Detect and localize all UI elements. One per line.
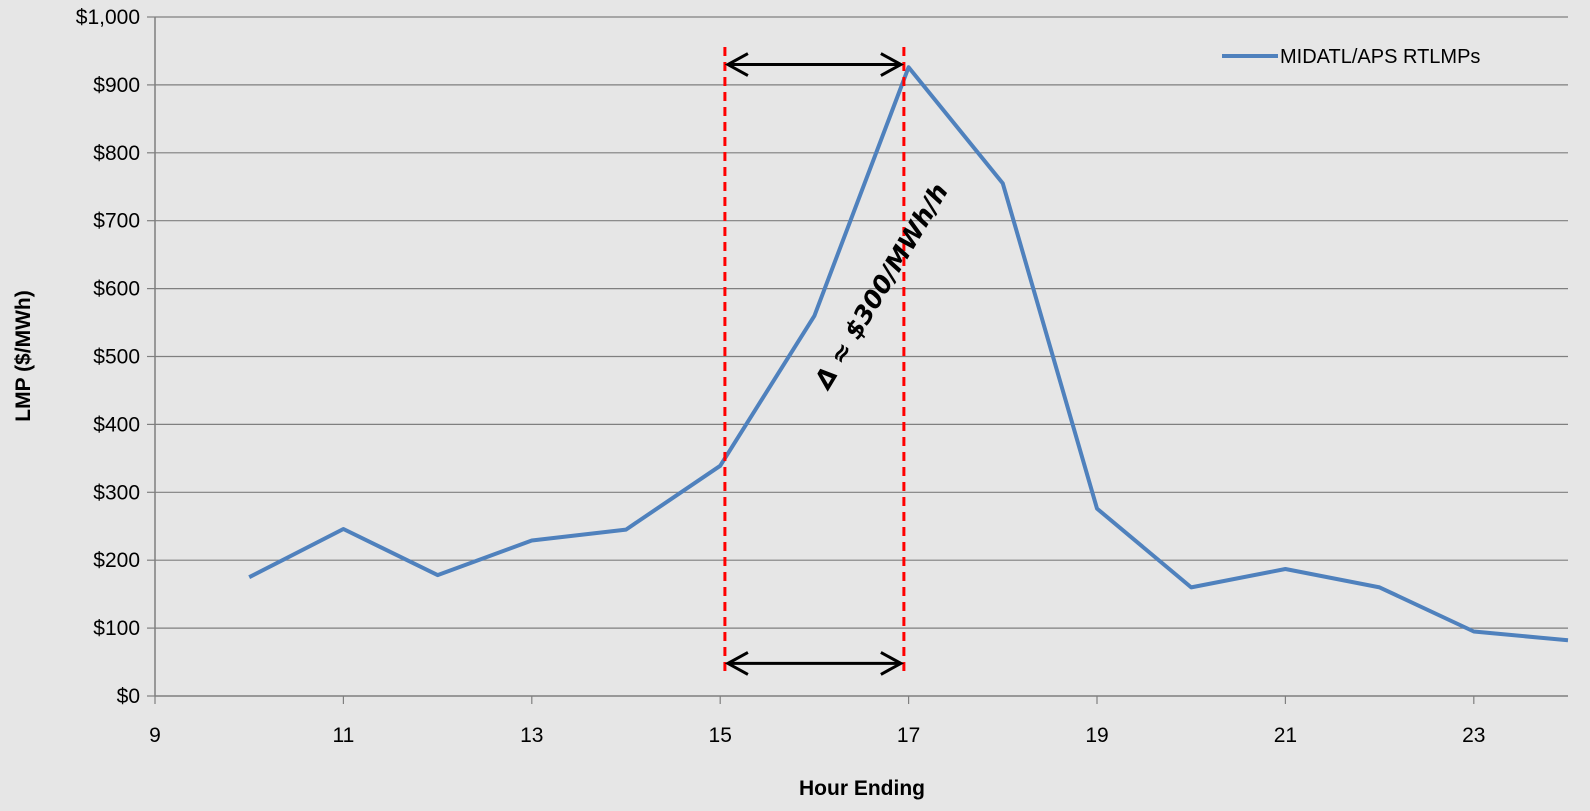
gridlines [155, 16, 1568, 629]
arrow-head-left [724, 651, 749, 676]
y-tick-label: $400 [93, 413, 140, 436]
y-tick-label: $1,000 [76, 6, 140, 29]
arrow-head-right [880, 651, 905, 676]
x-tick-label: 15 [709, 724, 732, 747]
x-tick-label: 23 [1462, 724, 1485, 747]
series-line [248, 65, 1569, 643]
series-lines [248, 65, 1569, 643]
x-axis-tick-labels: 9 11 13 15 17 19 21 23 [149, 724, 1485, 747]
x-tick-label: 13 [520, 724, 543, 747]
x-tick-label: 17 [897, 724, 920, 747]
y-tick-label: $900 [93, 74, 140, 97]
legend-label: MIDATL/APS RTLMPs [1280, 46, 1480, 68]
x-axis-title: Hour Ending [799, 777, 925, 800]
y-tick-label: $0 [117, 685, 140, 708]
x-tick-label: 21 [1274, 724, 1297, 747]
arrow-head-left [724, 52, 749, 77]
y-tick-label: $700 [93, 210, 140, 233]
slope-annotation: Δ ≈ $300/MWh/h [808, 178, 954, 395]
legend: MIDATL/APS RTLMPs [1222, 46, 1480, 68]
axes [147, 16, 1568, 704]
y-tick-label: $200 [93, 549, 140, 572]
arrow-head-right [880, 52, 905, 77]
y-tick-label: $500 [93, 346, 140, 369]
y-tick-label: $600 [93, 278, 140, 301]
annotations: Δ ≈ $300/MWh/h [723, 47, 954, 676]
x-tick-label: 9 [149, 724, 161, 747]
y-axis-tick-labels: $0 $100 $200 $300 $400 $500 $600 $700 $800 $900 $1… [76, 6, 140, 708]
y-tick-label: $800 [93, 142, 140, 165]
x-tick-label: 19 [1085, 724, 1108, 747]
y-tick-label: $100 [93, 617, 140, 640]
x-tick-label: 11 [332, 724, 354, 747]
y-tick-label: $300 [93, 481, 140, 504]
y-axis-title: LMP ($/MWh) [12, 290, 35, 421]
